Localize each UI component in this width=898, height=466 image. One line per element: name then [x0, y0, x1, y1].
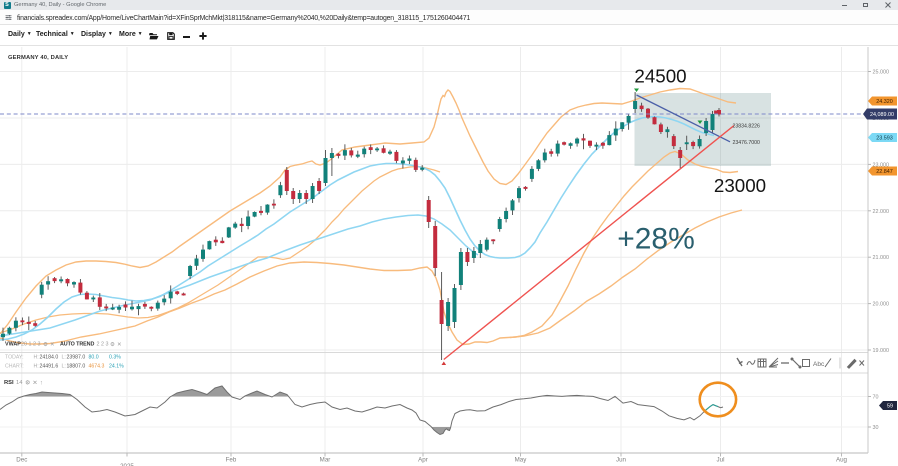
svg-text:2 2 3: 2 2 3 [97, 342, 109, 348]
svg-text:↑: ↑ [40, 381, 43, 387]
svg-text:⚙: ⚙ [25, 380, 30, 387]
svg-text:23.593: 23.593 [876, 136, 893, 142]
svg-text:L:: L: [62, 355, 66, 361]
svg-text:80.0: 80.0 [89, 355, 99, 361]
svg-text:✕: ✕ [50, 342, 55, 348]
svg-text:24.1%: 24.1% [109, 364, 124, 370]
svg-text:Feb: Feb [226, 457, 237, 464]
svg-text:24.320: 24.320 [876, 99, 893, 105]
svg-text:H:: H: [34, 364, 39, 370]
svg-text:Jul: Jul [717, 457, 725, 464]
svg-text:+28%: +28% [617, 223, 695, 256]
svg-text:GERMANY 40, DAILY: GERMANY 40, DAILY [8, 55, 68, 61]
svg-text:23476.7000: 23476.7000 [733, 140, 761, 146]
svg-text:0.3%: 0.3% [109, 355, 121, 361]
svg-text:Aug: Aug [836, 457, 848, 464]
svg-text:Abc: Abc [813, 361, 825, 368]
svg-text:59: 59 [887, 404, 893, 410]
svg-text:22.847: 22.847 [876, 169, 893, 175]
svg-text:21.000: 21.000 [873, 255, 890, 261]
svg-text:Jun: Jun [616, 457, 627, 464]
svg-text:24,089.00: 24,089.00 [870, 112, 894, 118]
svg-text:Dec: Dec [16, 457, 27, 464]
svg-text:VWAP: VWAP [5, 342, 21, 348]
svg-text:23.000: 23.000 [873, 162, 890, 168]
svg-text:23834.8226: 23834.8226 [733, 124, 761, 130]
svg-text:2025: 2025 [120, 463, 134, 466]
svg-text:22.000: 22.000 [873, 209, 890, 215]
svg-text:Mar: Mar [320, 457, 331, 464]
svg-text:4674.3: 4674.3 [89, 364, 105, 370]
svg-text:20 1 2 3: 20 1 2 3 [21, 342, 40, 348]
svg-text:23000: 23000 [714, 175, 766, 196]
svg-text:24491.6: 24491.6 [40, 364, 59, 370]
svg-text:70: 70 [873, 395, 879, 401]
svg-text:18807.0: 18807.0 [67, 364, 86, 370]
svg-text:AUTO TREND: AUTO TREND [60, 342, 94, 348]
svg-text:24500: 24500 [634, 66, 686, 87]
svg-text:L:: L: [62, 364, 66, 370]
svg-text:19.000: 19.000 [873, 348, 890, 354]
svg-text:Apr: Apr [418, 457, 428, 464]
svg-text:23987.0: 23987.0 [67, 355, 86, 361]
svg-text:RSI: RSI [4, 380, 14, 386]
svg-text:CHART:: CHART: [5, 364, 24, 370]
svg-text:30: 30 [873, 425, 879, 431]
svg-text:May: May [515, 457, 528, 464]
svg-text:25.000: 25.000 [873, 70, 890, 76]
svg-text:H:: H: [34, 355, 39, 361]
svg-text:TODAY:: TODAY: [5, 355, 24, 361]
svg-text:⚙: ⚙ [43, 342, 48, 348]
svg-text:✕: ✕ [33, 380, 38, 386]
svg-text:24184.0: 24184.0 [40, 355, 59, 361]
svg-text:✕: ✕ [117, 342, 122, 348]
svg-text:⚙: ⚙ [110, 342, 115, 348]
svg-text:20.000: 20.000 [873, 302, 890, 308]
svg-text:14: 14 [16, 380, 23, 386]
